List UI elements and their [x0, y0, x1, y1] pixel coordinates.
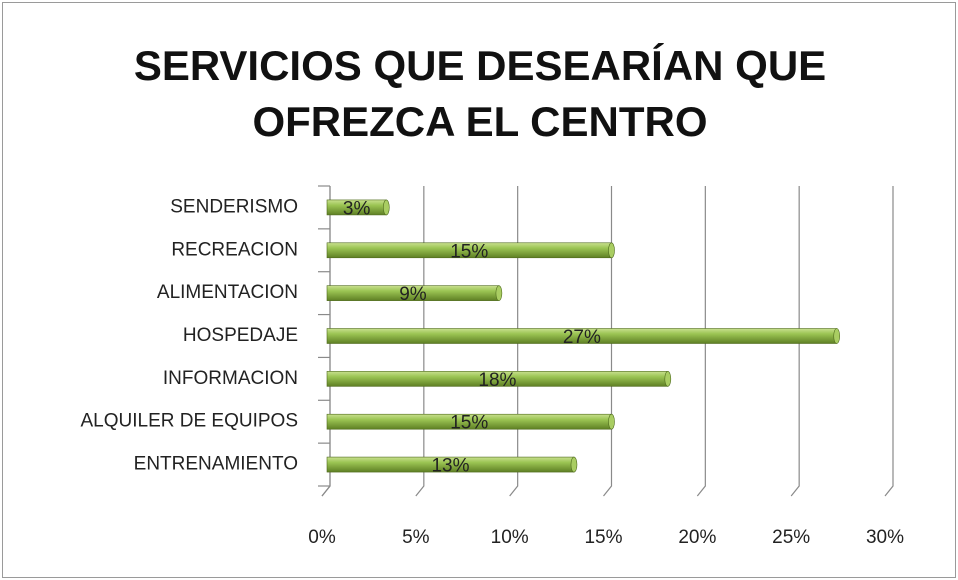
- grid-line: [509, 186, 519, 497]
- y-tick-label: HOSPEDAJE: [183, 325, 298, 346]
- bar-cap: [608, 413, 615, 430]
- x-tick-label: 15%: [584, 527, 622, 548]
- bar-cap: [495, 285, 503, 301]
- grid-line: [603, 186, 613, 497]
- grid-line: [884, 186, 894, 497]
- y-tick-label: RECREACION: [171, 239, 298, 260]
- data-label: 9%: [399, 284, 427, 305]
- x-tick-label: 0%: [308, 527, 336, 548]
- chart-title: SERVICIOS QUE DESEARÍAN QUE OFREZCA EL C…: [133, 42, 827, 145]
- y-tick-label: ALIMENTACION: [157, 282, 298, 303]
- y-tick-label: ALQUILER DE EQUIPOS: [80, 411, 298, 432]
- data-label: 15%: [450, 241, 488, 262]
- data-label: 3%: [343, 198, 371, 219]
- data-label: 27%: [563, 327, 601, 348]
- grid-line: [790, 186, 800, 497]
- data-label: 13%: [431, 456, 469, 477]
- bar-cap: [570, 456, 578, 473]
- bar-cap: [608, 242, 615, 259]
- data-label: 15%: [450, 413, 488, 434]
- bar-cap: [382, 199, 390, 216]
- bar-cap: [664, 371, 672, 387]
- x-tick-label: 10%: [491, 527, 529, 548]
- x-tick-label: 5%: [402, 527, 430, 548]
- bar-cap: [833, 328, 841, 344]
- x-tick-label: 20%: [678, 527, 716, 548]
- x-tick-label: 30%: [866, 527, 904, 548]
- y-tick-label: ENTRENAMIENTO: [134, 454, 298, 475]
- data-label: 18%: [478, 370, 516, 391]
- y-tick-label: INFORMACION: [163, 368, 298, 389]
- x-tick-label: 25%: [772, 527, 810, 548]
- grid-line: [696, 186, 706, 497]
- y-tick-label: SENDERISMO: [170, 196, 298, 217]
